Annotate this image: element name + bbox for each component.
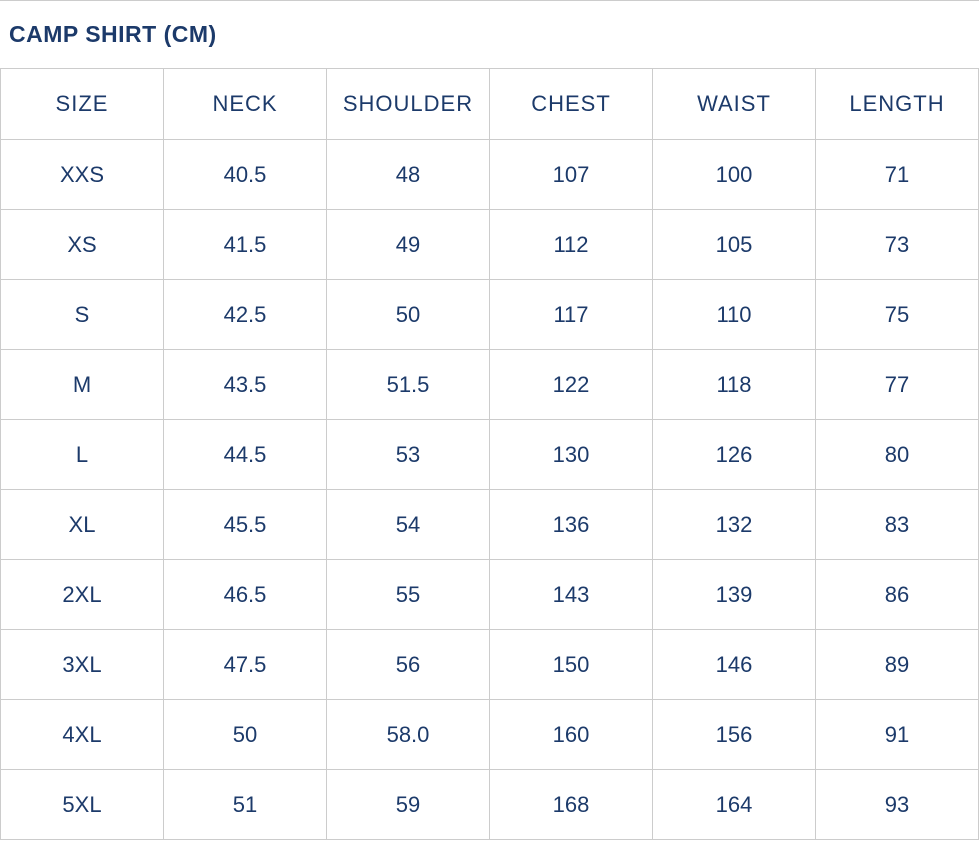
measurement-cell: 50 (326, 279, 490, 350)
table-row: L 44.5 53 130 126 80 (0, 419, 979, 490)
size-cell: M (0, 349, 164, 420)
measurement-cell: 93 (815, 769, 979, 840)
measurement-cell: 143 (489, 559, 653, 630)
measurement-cell: 40.5 (163, 139, 327, 210)
table-row: 3XL 47.5 56 150 146 89 (0, 629, 979, 700)
measurement-cell: 105 (652, 209, 816, 280)
column-header-chest: CHEST (489, 68, 653, 140)
size-cell: XL (0, 489, 164, 560)
measurement-cell: 117 (489, 279, 653, 350)
column-header-shoulder: SHOULDER (326, 68, 490, 140)
measurement-cell: 51.5 (326, 349, 490, 420)
measurement-cell: 55 (326, 559, 490, 630)
measurement-cell: 160 (489, 699, 653, 770)
table-body: XXS 40.5 48 107 100 71 XS 41.5 49 112 105 73 S 42.5 50… (0, 139, 979, 840)
table-row: XXS 40.5 48 107 100 71 (0, 139, 979, 210)
measurement-cell: 168 (489, 769, 653, 840)
measurement-cell: 89 (815, 629, 979, 700)
measurement-cell: 45.5 (163, 489, 327, 560)
table-row: 5XL 51 59 168 164 93 (0, 769, 979, 840)
measurement-cell: 110 (652, 279, 816, 350)
table-row: XL 45.5 54 136 132 83 (0, 489, 979, 560)
size-cell: 3XL (0, 629, 164, 700)
measurement-cell: 164 (652, 769, 816, 840)
measurement-cell: 59 (326, 769, 490, 840)
measurement-cell: 91 (815, 699, 979, 770)
measurement-cell: 107 (489, 139, 653, 210)
column-header-length: LENGTH (815, 68, 979, 140)
size-chart-title: CAMP SHIRT (CM) (9, 21, 217, 47)
measurement-cell: 51 (163, 769, 327, 840)
measurement-cell: 43.5 (163, 349, 327, 420)
size-cell: 5XL (0, 769, 164, 840)
measurement-cell: 132 (652, 489, 816, 560)
column-header-size: SIZE (0, 68, 164, 140)
measurement-cell: 100 (652, 139, 816, 210)
measurement-cell: 130 (489, 419, 653, 490)
measurement-cell: 42.5 (163, 279, 327, 350)
table-row: S 42.5 50 117 110 75 (0, 279, 979, 350)
size-cell: 2XL (0, 559, 164, 630)
size-cell: L (0, 419, 164, 490)
measurement-cell: 146 (652, 629, 816, 700)
measurement-cell: 71 (815, 139, 979, 210)
size-cell: XS (0, 209, 164, 280)
measurement-cell: 41.5 (163, 209, 327, 280)
size-cell: S (0, 279, 164, 350)
measurement-cell: 53 (326, 419, 490, 490)
measurement-cell: 118 (652, 349, 816, 420)
measurement-cell: 126 (652, 419, 816, 490)
table-row: 4XL 50 58.0 160 156 91 (0, 699, 979, 770)
measurement-cell: 80 (815, 419, 979, 490)
table-header-row: SIZE NECK SHOULDER CHEST WAIST LENGTH (0, 68, 979, 140)
measurement-cell: 122 (489, 349, 653, 420)
measurement-cell: 58.0 (326, 699, 490, 770)
measurement-cell: 156 (652, 699, 816, 770)
measurement-cell: 139 (652, 559, 816, 630)
measurement-cell: 83 (815, 489, 979, 560)
measurement-cell: 54 (326, 489, 490, 560)
size-cell: XXS (0, 139, 164, 210)
measurement-cell: 112 (489, 209, 653, 280)
table-row: 2XL 46.5 55 143 139 86 (0, 559, 979, 630)
measurement-cell: 44.5 (163, 419, 327, 490)
measurement-cell: 49 (326, 209, 490, 280)
measurement-cell: 136 (489, 489, 653, 560)
measurement-cell: 86 (815, 559, 979, 630)
measurement-cell: 77 (815, 349, 979, 420)
size-cell: 4XL (0, 699, 164, 770)
measurement-cell: 50 (163, 699, 327, 770)
measurement-cell: 73 (815, 209, 979, 280)
table-row: XS 41.5 49 112 105 73 (0, 209, 979, 280)
measurement-cell: 75 (815, 279, 979, 350)
measurement-cell: 150 (489, 629, 653, 700)
measurement-cell: 48 (326, 139, 490, 210)
column-header-neck: NECK (163, 68, 327, 140)
table-row: M 43.5 51.5 122 118 77 (0, 349, 979, 420)
measurement-cell: 56 (326, 629, 490, 700)
column-header-waist: WAIST (652, 68, 816, 140)
measurement-cell: 47.5 (163, 629, 327, 700)
measurement-cell: 46.5 (163, 559, 327, 630)
size-chart-table: SIZE NECK SHOULDER CHEST WAIST LENGTH XXS 40.5… (0, 68, 979, 840)
